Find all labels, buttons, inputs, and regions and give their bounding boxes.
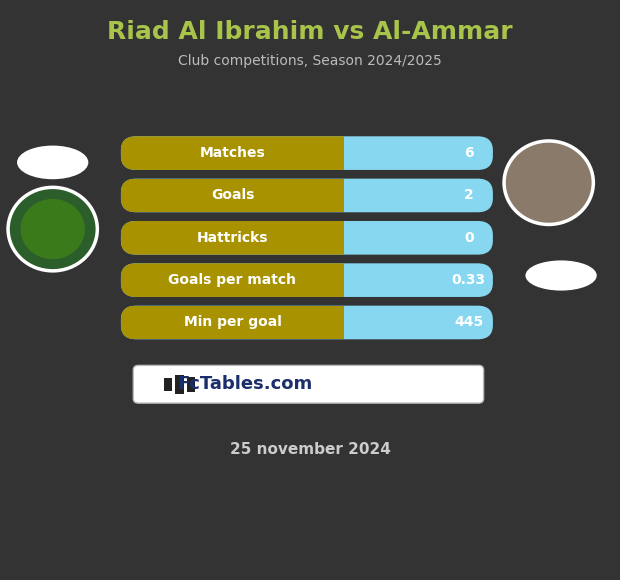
- Text: 0.33: 0.33: [451, 273, 486, 287]
- Ellipse shape: [526, 260, 596, 291]
- Text: Matches: Matches: [200, 146, 265, 160]
- Circle shape: [504, 141, 593, 224]
- FancyBboxPatch shape: [121, 136, 493, 170]
- Text: FcTables.com: FcTables.com: [177, 375, 312, 393]
- Bar: [121, 263, 344, 297]
- FancyBboxPatch shape: [121, 263, 493, 297]
- Text: 6: 6: [464, 146, 474, 160]
- Text: Min per goal: Min per goal: [184, 316, 281, 329]
- Text: Goals: Goals: [211, 188, 254, 202]
- Circle shape: [20, 199, 85, 259]
- Circle shape: [8, 187, 97, 271]
- FancyBboxPatch shape: [121, 306, 493, 339]
- Bar: [164, 378, 172, 391]
- Text: Hattricks: Hattricks: [197, 231, 268, 245]
- Text: Riad Al Ibrahim vs Al-Ammar: Riad Al Ibrahim vs Al-Ammar: [107, 20, 513, 44]
- Bar: [121, 306, 344, 339]
- Text: 0: 0: [464, 231, 474, 245]
- Bar: [121, 221, 344, 255]
- FancyBboxPatch shape: [121, 263, 493, 297]
- Text: 2: 2: [464, 188, 474, 202]
- Bar: [121, 179, 344, 212]
- FancyBboxPatch shape: [121, 136, 493, 170]
- FancyBboxPatch shape: [133, 365, 484, 403]
- Ellipse shape: [17, 146, 89, 179]
- FancyBboxPatch shape: [121, 221, 493, 255]
- FancyBboxPatch shape: [121, 306, 493, 339]
- FancyBboxPatch shape: [121, 221, 493, 255]
- Bar: [175, 375, 184, 393]
- FancyBboxPatch shape: [121, 179, 493, 212]
- Text: Club competitions, Season 2024/2025: Club competitions, Season 2024/2025: [178, 54, 442, 68]
- Bar: [121, 136, 344, 170]
- Bar: [187, 377, 195, 392]
- FancyBboxPatch shape: [121, 179, 493, 212]
- Text: 25 november 2024: 25 november 2024: [229, 442, 391, 457]
- Text: 445: 445: [454, 316, 484, 329]
- Text: Goals per match: Goals per match: [169, 273, 296, 287]
